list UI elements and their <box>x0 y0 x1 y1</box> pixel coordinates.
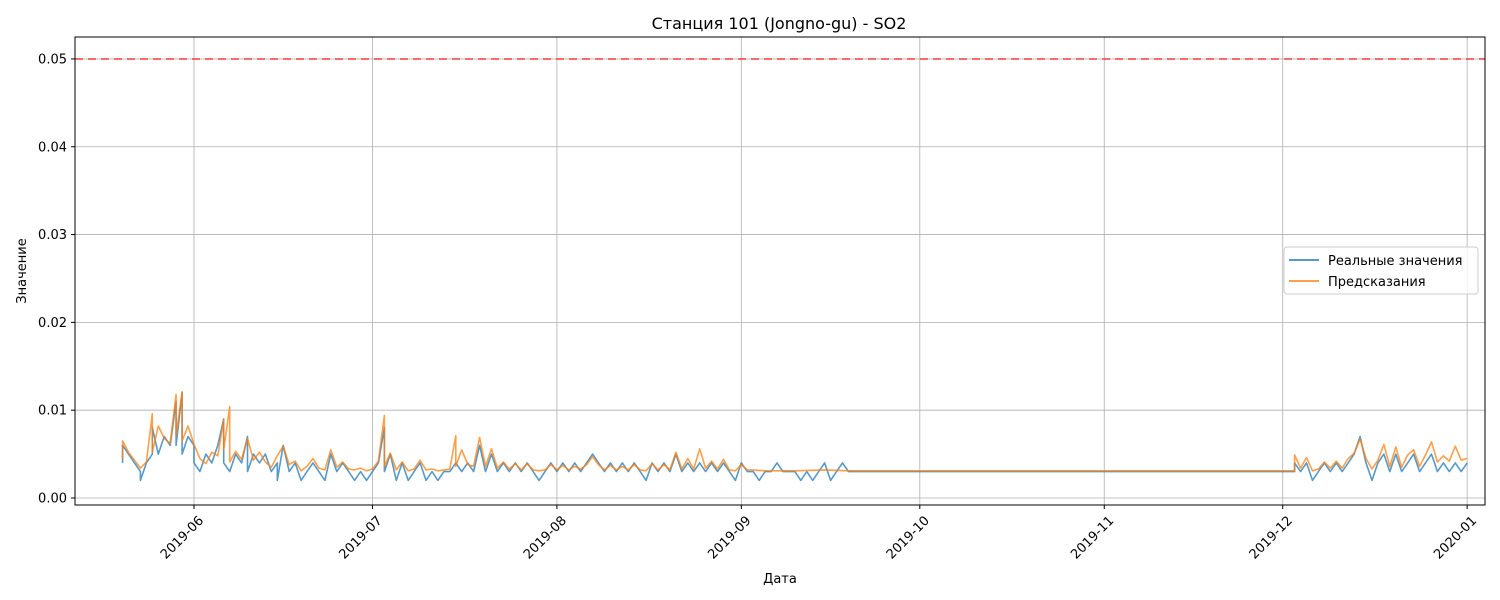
legend-label-prediction: Предсказания <box>1328 275 1426 290</box>
y-tick-label: 0.05 <box>38 52 67 67</box>
legend: Реальные значения Предсказания <box>1283 246 1479 295</box>
x-axis-title: Дата <box>763 572 797 587</box>
y-tick-label: 0.02 <box>38 316 67 331</box>
y-axis-title: Значение <box>15 238 30 303</box>
series-layer <box>121 390 1468 482</box>
y-tick-label: 0.04 <box>38 140 67 155</box>
legend-label-actual: Реальные значения <box>1328 254 1463 269</box>
plot-frame <box>74 36 1486 506</box>
y-tick-label: 0.00 <box>38 491 67 506</box>
series-line-prediction <box>121 390 1468 472</box>
y-tick-label: 0.01 <box>38 404 67 419</box>
y-axis: 0.00 0.01 0.02 0.03 0.04 0.05 <box>38 52 75 506</box>
y-tick-label: 0.03 <box>38 228 67 243</box>
legend-box <box>1283 246 1479 295</box>
chart-title: Станция 101 (Jongno-gu) - SO2 <box>652 14 907 33</box>
